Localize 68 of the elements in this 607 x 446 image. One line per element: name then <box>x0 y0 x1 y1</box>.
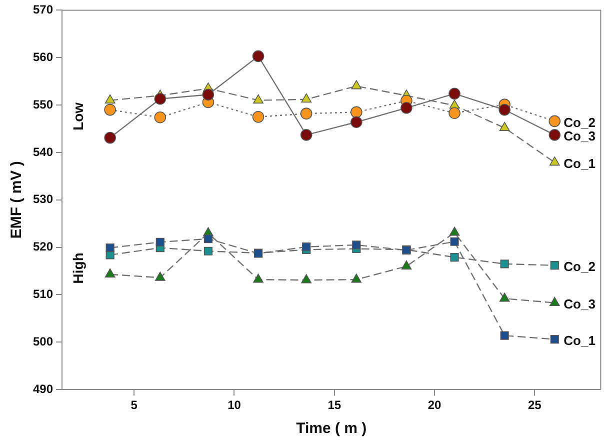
point <box>202 88 214 101</box>
x-tick-label: 20 <box>428 398 442 412</box>
point <box>350 106 362 118</box>
point <box>351 274 362 283</box>
point <box>253 94 264 104</box>
x-tick-label: 25 <box>528 398 542 412</box>
point <box>450 252 459 262</box>
point <box>302 242 311 252</box>
point <box>154 92 166 105</box>
point <box>252 50 264 62</box>
point <box>252 111 264 123</box>
point <box>300 108 312 120</box>
point <box>448 107 460 120</box>
y-tick-label: 490 <box>32 382 54 396</box>
point <box>500 331 509 340</box>
point <box>499 292 510 302</box>
point <box>350 116 362 128</box>
point <box>448 88 460 100</box>
series-label: Co_3 <box>564 296 596 312</box>
x-tick-label: 10 <box>228 398 242 412</box>
series-label: Co_1 <box>564 332 596 348</box>
point <box>550 261 559 270</box>
y-tick-label: 530 <box>32 192 54 206</box>
point <box>549 296 560 306</box>
point <box>104 104 116 116</box>
point <box>548 129 561 141</box>
point <box>300 129 312 141</box>
x-tick-label: 5 <box>130 398 138 412</box>
y-tick-label: 540 <box>32 144 54 159</box>
annotation: Low <box>70 102 86 130</box>
series-label: Co_2 <box>564 258 596 274</box>
point <box>351 80 362 90</box>
point <box>301 93 312 103</box>
point <box>498 104 510 116</box>
point <box>204 234 212 244</box>
y-axis-title: EMF ( mV ) <box>8 161 26 239</box>
point <box>301 274 312 284</box>
annotation: High <box>70 252 86 284</box>
x-tick-label: 15 <box>328 398 342 412</box>
point <box>352 240 361 250</box>
point <box>449 226 460 236</box>
y-tick-label: 570 <box>32 2 54 17</box>
point <box>401 260 412 270</box>
point <box>204 246 212 256</box>
point <box>500 260 509 268</box>
point <box>104 268 116 278</box>
y-tick-label: 520 <box>32 240 54 254</box>
point <box>253 274 264 283</box>
point <box>499 122 510 131</box>
point <box>106 244 114 252</box>
point <box>104 132 116 144</box>
y-tick-label: 550 <box>32 97 54 112</box>
point <box>156 238 164 246</box>
point <box>550 335 559 344</box>
point <box>450 237 459 246</box>
point <box>154 111 166 124</box>
x-axis-title: Time ( m ) <box>296 420 367 438</box>
point <box>548 115 561 128</box>
point <box>154 272 166 281</box>
series-label: Co_1 <box>564 156 596 172</box>
point <box>104 94 116 104</box>
series-label: Co_3 <box>564 128 596 144</box>
point <box>400 102 412 114</box>
series-label: Co_2 <box>564 114 596 130</box>
y-tick-label: 560 <box>32 50 54 64</box>
y-tick-label: 500 <box>32 334 54 348</box>
y-tick-label: 510 <box>32 287 54 302</box>
point <box>549 156 560 166</box>
